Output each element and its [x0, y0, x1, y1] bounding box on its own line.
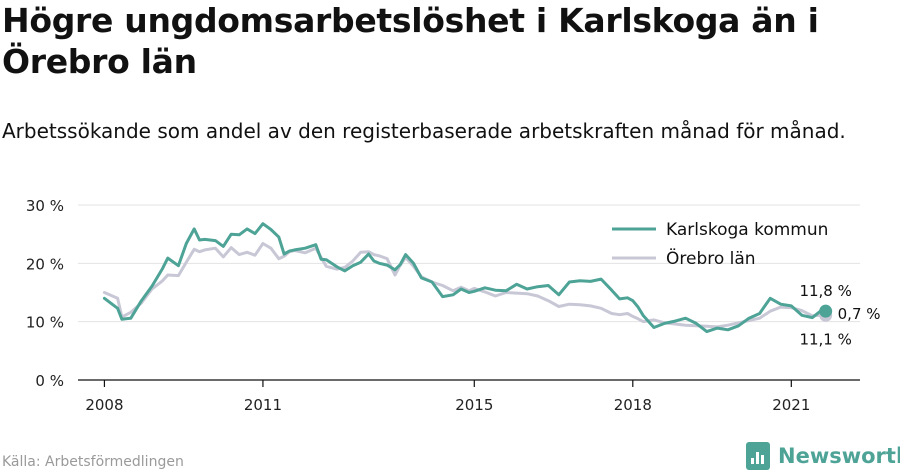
- bar-chart-icon: [746, 442, 770, 470]
- chart-title: Högre ungdomsarbetslöshet i Karlskoga än…: [2, 1, 819, 81]
- x-tick-label: 2011: [244, 396, 282, 414]
- y-tick-label: 30 %: [26, 197, 64, 215]
- x-tick-label: 2018: [614, 396, 652, 414]
- end-label-orebro: 11,1 %: [799, 330, 851, 348]
- source-note: Källa: Arbetsförmedlingen: [2, 454, 184, 470]
- y-tick-label: 0 %: [35, 372, 64, 390]
- x-tick-label: 2021: [772, 396, 810, 414]
- series-line-karlskoga: [102, 222, 828, 334]
- end-label-karlskoga: 11,8 %: [799, 282, 851, 300]
- chart-subtitle: Arbetssökande som andel av den registerb…: [2, 119, 846, 143]
- y-tick-label: 20 %: [26, 255, 64, 273]
- legend-label-orebro: Örebro län: [666, 247, 756, 269]
- newsworthy-logo[interactable]: Newsworthy: [746, 441, 900, 471]
- brand-name: Newsworthy: [778, 444, 900, 468]
- y-tick-label: 10 %: [26, 314, 64, 332]
- legend-label-karlskoga: Karlskoga kommun: [666, 220, 828, 240]
- x-tick-label: 2015: [455, 396, 493, 414]
- end-label-difference: 0,7 %: [838, 305, 881, 323]
- end-point-karlskoga: [819, 304, 833, 318]
- x-tick-label: 2008: [85, 396, 123, 414]
